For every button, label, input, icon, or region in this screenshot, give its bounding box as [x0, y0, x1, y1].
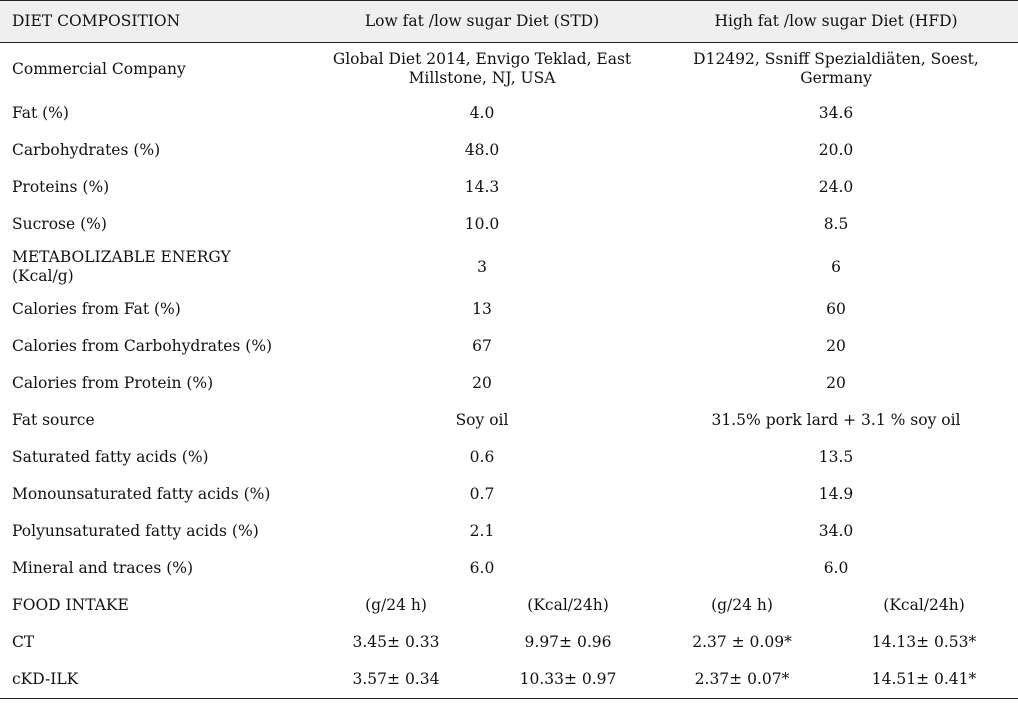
row-label: Monounsaturated fatty acids (%) — [12, 485, 271, 503]
group-row-ckd-ilk: cKD-ILK 3.57± 0.34 10.33± 0.97 2.37± 0.0… — [0, 661, 1018, 699]
hfd-value: 6 — [831, 257, 841, 276]
hfd-g-value: 2.37± 0.07* — [654, 661, 831, 699]
hfd-kcal-value: 14.13± 0.53* — [871, 633, 977, 651]
std-value: 20 — [472, 374, 492, 392]
hfd-value: 13.5 — [818, 448, 854, 466]
hfd-value: 8.5 — [823, 215, 849, 233]
row-label: Carbohydrates (%) — [12, 141, 161, 159]
hfd-value: 31.5% pork lard + 3.1 % soy oil — [711, 411, 961, 429]
hfd-g-value: 2.37 ± 0.09* — [692, 633, 792, 651]
group-label: cKD-ILK — [0, 661, 310, 699]
std-value: 2.1 — [469, 522, 495, 540]
table-row: Monounsaturated fatty acids (%) 0.7 14.9 — [0, 476, 1018, 513]
std-value: 4.0 — [469, 104, 495, 122]
hfd-value: 60 — [826, 300, 846, 318]
hfd-value: 20 — [826, 337, 846, 355]
table-row: Mineral and traces (%) 6.0 6.0 — [0, 550, 1018, 587]
hfd-value: 20.0 — [818, 141, 854, 159]
hfd-kcal-header: (Kcal/24h) — [883, 596, 965, 614]
food-intake-row: FOOD INTAKE (g/24 h) (Kcal/24h) (g/24 h)… — [0, 587, 1018, 624]
header-std: Low fat /low sugar Diet (STD) — [310, 0, 655, 43]
std-value: 13 — [472, 300, 492, 318]
group-row-ct: CT 3.45± 0.33 9.97± 0.96 2.37 ± 0.09* 14… — [0, 624, 1018, 661]
header-row: DIET COMPOSITION Low fat /low sugar Diet… — [0, 0, 1018, 43]
std-value: 0.6 — [469, 448, 495, 466]
hfd-kcal-value: 14.51± 0.41* — [830, 661, 1018, 699]
header-hfd: High fat /low sugar Diet (HFD) — [654, 0, 1018, 43]
hfd-value: 14.9 — [818, 485, 854, 503]
std-value: 48.0 — [464, 141, 500, 159]
hfd-value: 34.6 — [818, 104, 854, 122]
table-row: Calories from Protein (%) 20 20 — [0, 365, 1018, 402]
row-label: Fat source — [12, 411, 95, 429]
std-value: Global Diet 2014, Envigo Teklad, East Mi… — [332, 50, 632, 87]
table-row: Saturated fatty acids (%) 0.6 13.5 — [0, 439, 1018, 476]
hfd-value: 6.0 — [823, 559, 849, 577]
std-g-value: 3.45± 0.33 — [352, 633, 440, 651]
table-row: Sucrose (%) 10.0 8.5 — [0, 206, 1018, 243]
std-value: 14.3 — [464, 178, 500, 196]
row-label: Proteins (%) — [12, 178, 110, 196]
hfd-g-header: (g/24 h) — [711, 596, 773, 614]
food-intake-label: FOOD INTAKE — [12, 596, 129, 614]
std-value: 3 — [477, 257, 487, 276]
row-label: Calories from Protein (%) — [12, 374, 214, 392]
std-value: 6.0 — [469, 559, 495, 577]
row-label: Mineral and traces (%) — [12, 559, 194, 577]
row-label: Polyunsaturated fatty acids (%) — [12, 522, 259, 540]
std-value: Soy oil — [455, 411, 509, 429]
table-row: Calories from Carbohydrates (%) 67 20 — [0, 328, 1018, 365]
row-label: Sucrose (%) — [12, 215, 107, 233]
row-label: Commercial Company — [12, 59, 186, 78]
group-label: CT — [12, 633, 35, 651]
table-row: Carbohydrates (%) 48.0 20.0 — [0, 132, 1018, 169]
table-row: Polyunsaturated fatty acids (%) 2.1 34.0 — [0, 513, 1018, 550]
diet-composition-table: DIET COMPOSITION Low fat /low sugar Diet… — [0, 0, 1018, 699]
row-label: Calories from Carbohydrates (%) — [12, 337, 273, 355]
row-label: Fat (%) — [12, 104, 69, 122]
std-kcal-value: 9.97± 0.96 — [524, 633, 612, 651]
hfd-value: 24.0 — [818, 178, 854, 196]
header-diet-composition: DIET COMPOSITION — [0, 0, 310, 43]
table-row: Proteins (%) 14.3 24.0 — [0, 169, 1018, 206]
row-label: Saturated fatty acids (%) — [12, 448, 209, 466]
std-g-header: (g/24 h) — [365, 596, 427, 614]
std-value: 10.0 — [464, 215, 500, 233]
std-kcal-header: (Kcal/24h) — [527, 596, 609, 614]
std-value: 0.7 — [469, 485, 495, 503]
row-label: METABOLIZABLE ENERGY (Kcal/g) — [12, 248, 231, 285]
table-row: Commercial Company Global Diet 2014, Env… — [0, 43, 1018, 96]
hfd-value: 20 — [826, 374, 846, 392]
hfd-value: 34.0 — [818, 522, 854, 540]
std-value: 67 — [472, 337, 492, 355]
table-row: Fat (%) 4.0 34.6 — [0, 95, 1018, 132]
std-kcal-value: 10.33± 0.97 — [482, 661, 655, 699]
table-row: Calories from Fat (%) 13 60 — [0, 291, 1018, 328]
std-g-value: 3.57± 0.34 — [310, 661, 482, 699]
row-label: Calories from Fat (%) — [12, 300, 181, 318]
hfd-value: D12492, Ssniff Spezialdiäten, Soest, Ger… — [693, 50, 979, 87]
table-row: METABOLIZABLE ENERGY (Kcal/g) 3 6 — [0, 243, 1018, 291]
table-row: Fat source Soy oil 31.5% pork lard + 3.1… — [0, 402, 1018, 439]
